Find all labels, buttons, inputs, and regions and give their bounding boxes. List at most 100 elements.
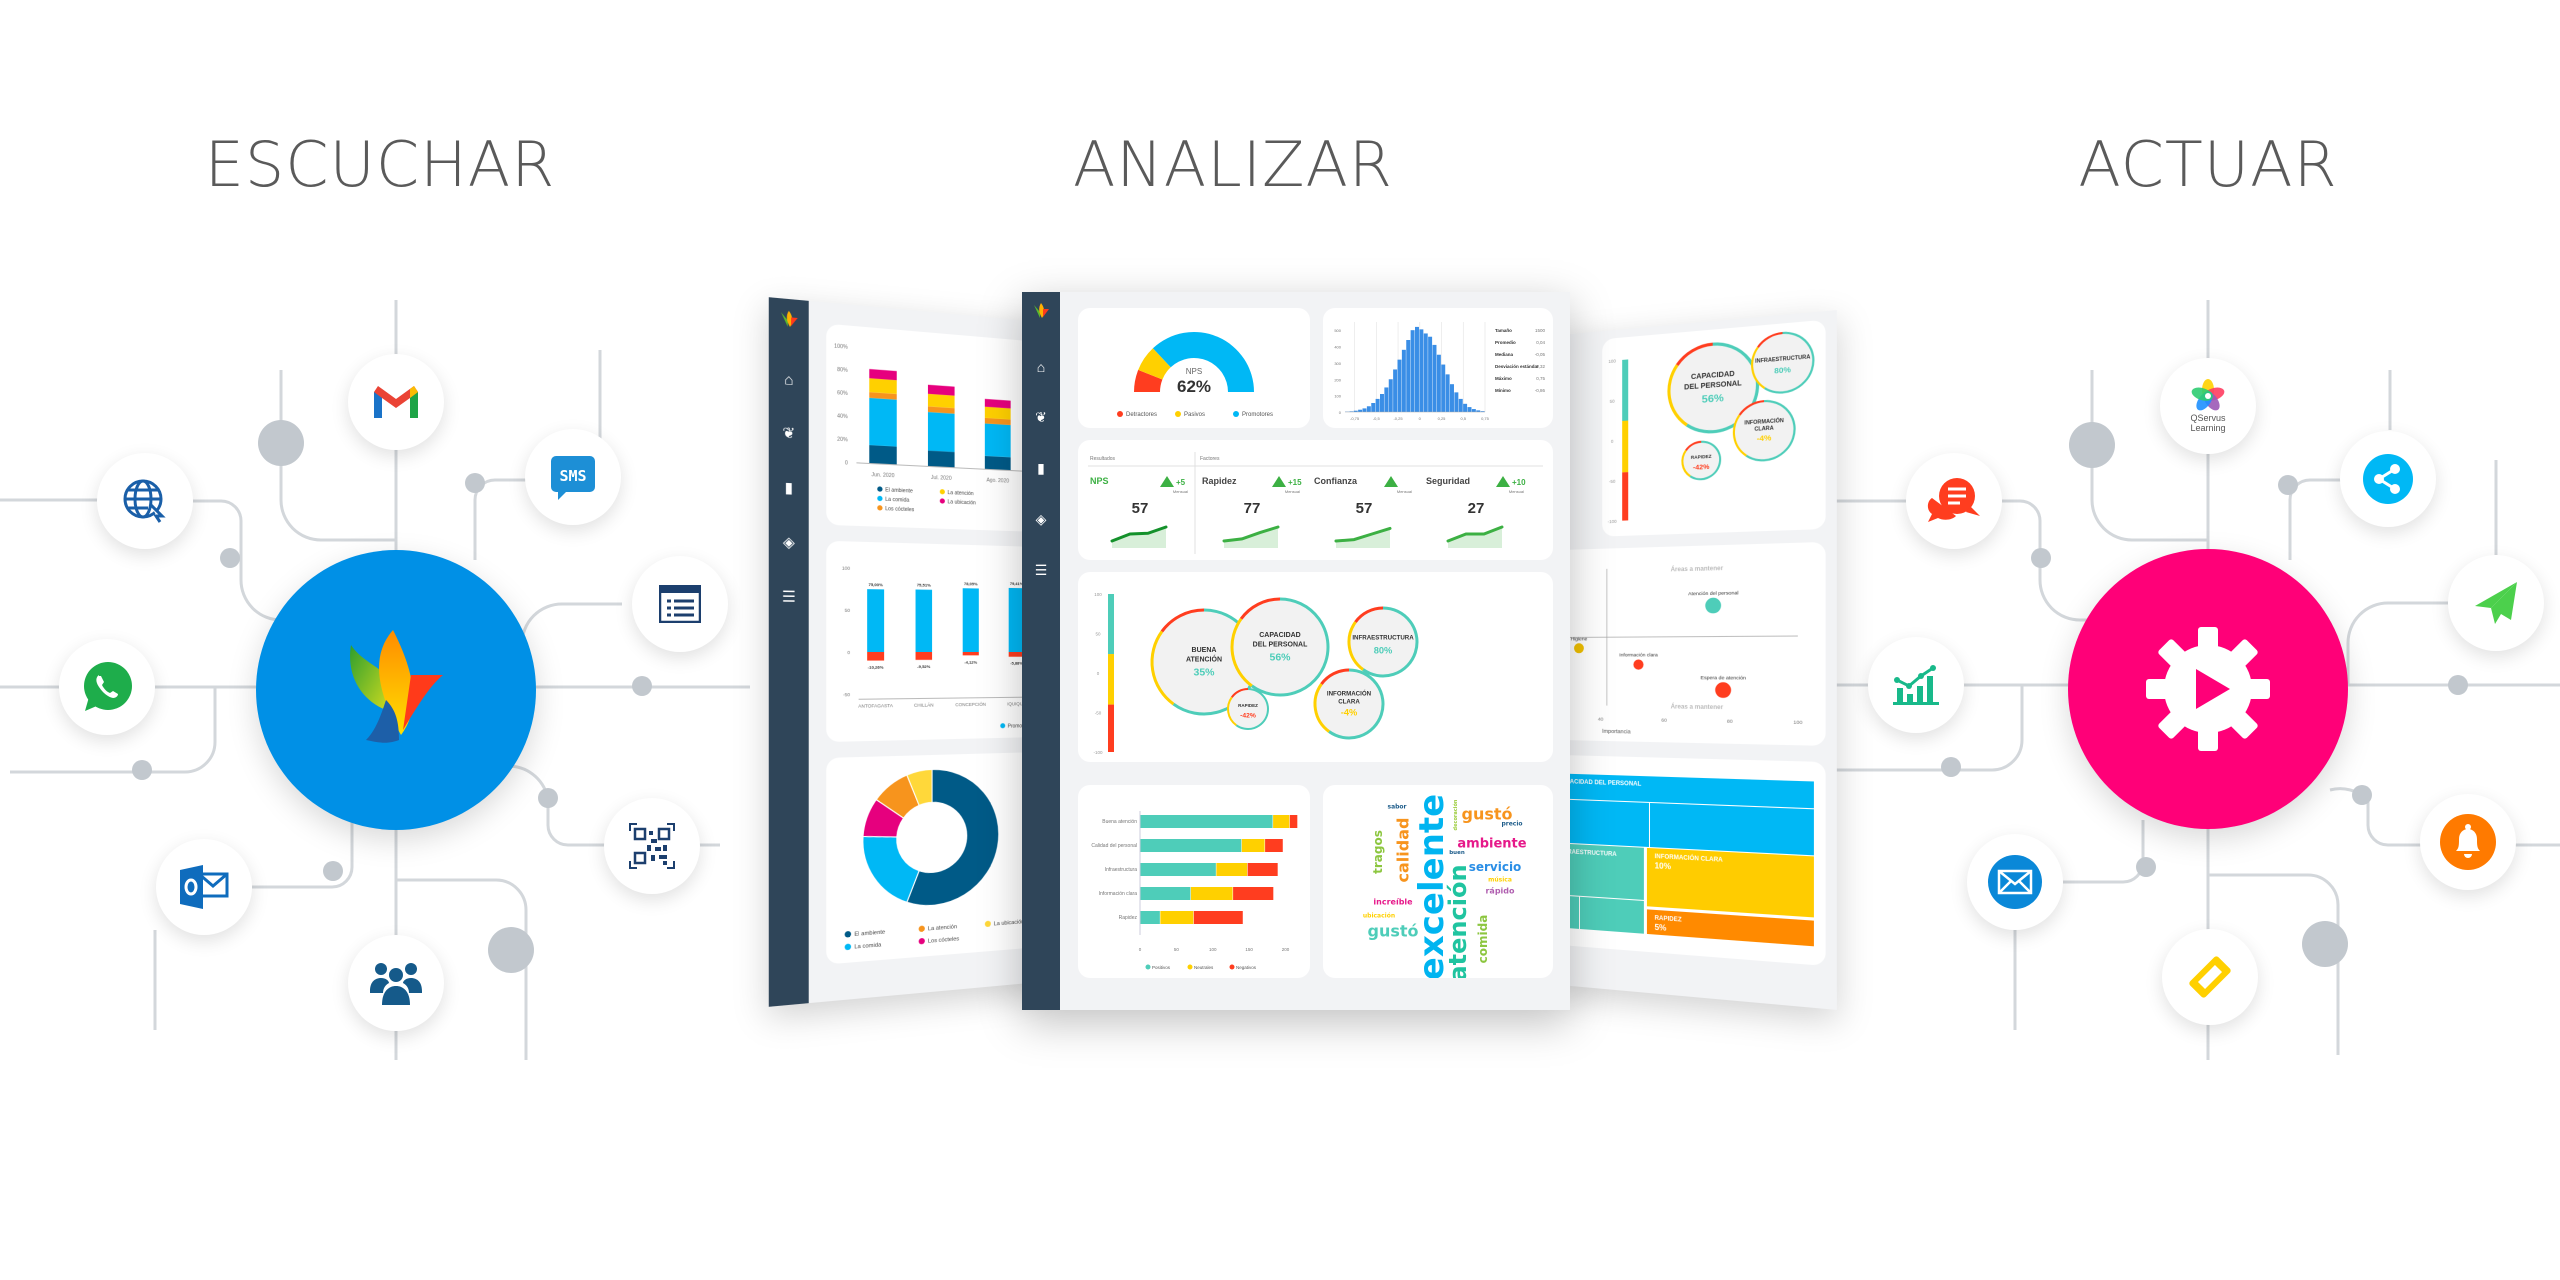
y-tick-label: 60% bbox=[837, 390, 848, 397]
share-action[interactable] bbox=[2340, 431, 2436, 527]
users-channel[interactable] bbox=[348, 935, 444, 1031]
qservus-label-2: Learning bbox=[2190, 423, 2226, 433]
donut-slice bbox=[863, 834, 919, 905]
word-cloud-word: increíble bbox=[1373, 897, 1413, 907]
chat-action[interactable] bbox=[1906, 453, 2002, 549]
connector-node bbox=[2278, 475, 2298, 495]
legend-swatch bbox=[1233, 411, 1239, 417]
bar-segment-positivos bbox=[1140, 887, 1191, 900]
outlook-channel[interactable] bbox=[156, 839, 252, 935]
qservus-bird-logo bbox=[350, 630, 443, 743]
dashboard-left: ⌂ ❦ ▮ ◈ ☰ 0 20% 40% 60% 80% 100% Jun. 2020 Jul. 202… bbox=[768, 297, 1040, 1007]
word-cloud-word: precio bbox=[1501, 820, 1523, 828]
legend-label: Promotores bbox=[1242, 412, 1273, 418]
sliders-icon[interactable]: ☰ bbox=[781, 587, 796, 606]
bubble-ring-neutral bbox=[1227, 696, 1237, 726]
bird-icon[interactable]: ❦ bbox=[1035, 409, 1047, 425]
x-tick-label: 60 bbox=[1661, 718, 1667, 724]
ticket-icon[interactable]: ◈ bbox=[1035, 511, 1047, 527]
home-icon[interactable]: ⌂ bbox=[1036, 359, 1046, 375]
bubble-value: 56% bbox=[1702, 393, 1724, 406]
x-tick-label: Ago. 2020 bbox=[986, 478, 1009, 485]
email-action[interactable] bbox=[1967, 834, 2063, 930]
histogram-bar bbox=[1384, 387, 1389, 412]
legend-label: Negativos bbox=[1236, 965, 1257, 970]
bar-segment-neutrales bbox=[1273, 815, 1290, 828]
sms-channel[interactable]: SMS bbox=[525, 429, 621, 525]
bubbles-card: 100 50 0 -50 -100 BUENA ATENCIÓN 35% CAPACIDAD DE… bbox=[1078, 572, 1553, 762]
bar-segment-negativos bbox=[1265, 839, 1283, 852]
stat-value: -0,05 bbox=[1535, 352, 1546, 357]
histogram-bar bbox=[1480, 411, 1485, 412]
treemap-label: CAPACIDAD DEL PERSONAL bbox=[1560, 779, 1642, 788]
bar-segment bbox=[984, 417, 1011, 426]
scale-bar-segment bbox=[1108, 704, 1114, 752]
send-action[interactable] bbox=[2448, 555, 2544, 651]
legend-label: El ambiente bbox=[854, 930, 885, 938]
email-icon bbox=[1988, 855, 2042, 909]
treemap-cell bbox=[1646, 847, 1814, 918]
dashboard-right: 100 50 0 -50 -100 CAPACIDAD DEL PERSONAL 56% INF… bbox=[1560, 310, 1837, 1010]
users-group-icon bbox=[370, 963, 422, 1005]
web-form-channel[interactable] bbox=[632, 556, 728, 652]
sms-icon: SMS bbox=[551, 456, 595, 500]
bar-segment-neutrales bbox=[1216, 863, 1248, 876]
gmail-channel[interactable] bbox=[348, 354, 444, 450]
qservus-learning-action[interactable]: QServus Learning bbox=[2160, 358, 2256, 454]
bubble-ring-positive bbox=[1362, 606, 1419, 678]
bubble-label: INFORMACIÓN bbox=[1744, 415, 1784, 426]
bell-action[interactable] bbox=[2420, 794, 2516, 890]
bubble-ring-positive bbox=[1235, 688, 1269, 730]
x-axis bbox=[859, 697, 1033, 699]
web-channel[interactable] bbox=[97, 453, 193, 549]
gauge-label: NPS bbox=[1186, 367, 1202, 376]
histogram-card: 0 100 200 300 400 500 -0,75 -0,5 -0,25 0 0,25 0,5 0,… bbox=[1323, 308, 1553, 428]
bar-value-label: -9,52% bbox=[917, 664, 930, 669]
legend-swatch bbox=[984, 920, 991, 928]
ticket-icon[interactable]: ◈ bbox=[782, 533, 795, 551]
word-cloud-word: música bbox=[1488, 876, 1512, 884]
bar-segment bbox=[869, 378, 897, 394]
legend-swatch bbox=[1000, 723, 1006, 729]
svg-text:SMS: SMS bbox=[559, 467, 586, 485]
ticket-action[interactable] bbox=[2162, 929, 2258, 1025]
bubble bbox=[1232, 599, 1328, 695]
qservus-learning-logo bbox=[2191, 379, 2225, 411]
factor-value: 57 bbox=[1132, 500, 1149, 517]
legend-swatch bbox=[1229, 964, 1235, 970]
bubble-value: 56% bbox=[1269, 651, 1291, 663]
factor-name: Confianza bbox=[1314, 476, 1358, 486]
bar-segment bbox=[984, 423, 1011, 458]
word-cloud-word: gustó bbox=[1461, 804, 1513, 824]
histogram-bar bbox=[1375, 398, 1380, 412]
bar-value-label: 75,51% bbox=[917, 582, 931, 587]
stat-label: Desviación estándar bbox=[1495, 364, 1539, 369]
histogram-bar bbox=[1380, 394, 1384, 412]
histogram-bar bbox=[1366, 406, 1371, 412]
legend-swatch bbox=[844, 930, 852, 938]
bubble-label: INFRAESTRUCTURA bbox=[1755, 354, 1811, 365]
qr-channel[interactable] bbox=[604, 798, 700, 894]
gauge-segment-promotores bbox=[1152, 332, 1254, 392]
gear-play-icon bbox=[2146, 627, 2270, 751]
connector-node bbox=[2069, 422, 2115, 468]
analytics-action[interactable] bbox=[1868, 637, 1964, 733]
whatsapp-channel[interactable] bbox=[59, 639, 155, 735]
bird-icon[interactable]: ❦ bbox=[782, 423, 796, 442]
x-tick-label: 0 bbox=[1419, 416, 1422, 421]
histogram-bar bbox=[1445, 374, 1450, 412]
bar-chart-icon[interactable]: ▮ bbox=[784, 478, 794, 497]
scale-bar-segment bbox=[1108, 594, 1114, 655]
stat-value: 0,04 bbox=[1536, 340, 1545, 345]
scale-tick-label: 0 bbox=[1611, 439, 1614, 444]
scale-tick-label: 0 bbox=[1097, 671, 1100, 676]
home-icon[interactable]: ⌂ bbox=[784, 370, 794, 389]
bar-chart-icon[interactable]: ▮ bbox=[1037, 460, 1045, 476]
qr-code-icon bbox=[629, 823, 675, 869]
factors-card: Resultados Factores NPS +5 Mensual 57 Rapidez +… bbox=[1078, 440, 1553, 560]
positive-bar bbox=[1008, 587, 1025, 652]
histogram-bar bbox=[1441, 364, 1446, 412]
legend-swatch bbox=[918, 925, 925, 933]
legend-swatch bbox=[1117, 411, 1123, 417]
sliders-icon[interactable]: ☰ bbox=[1034, 562, 1048, 578]
